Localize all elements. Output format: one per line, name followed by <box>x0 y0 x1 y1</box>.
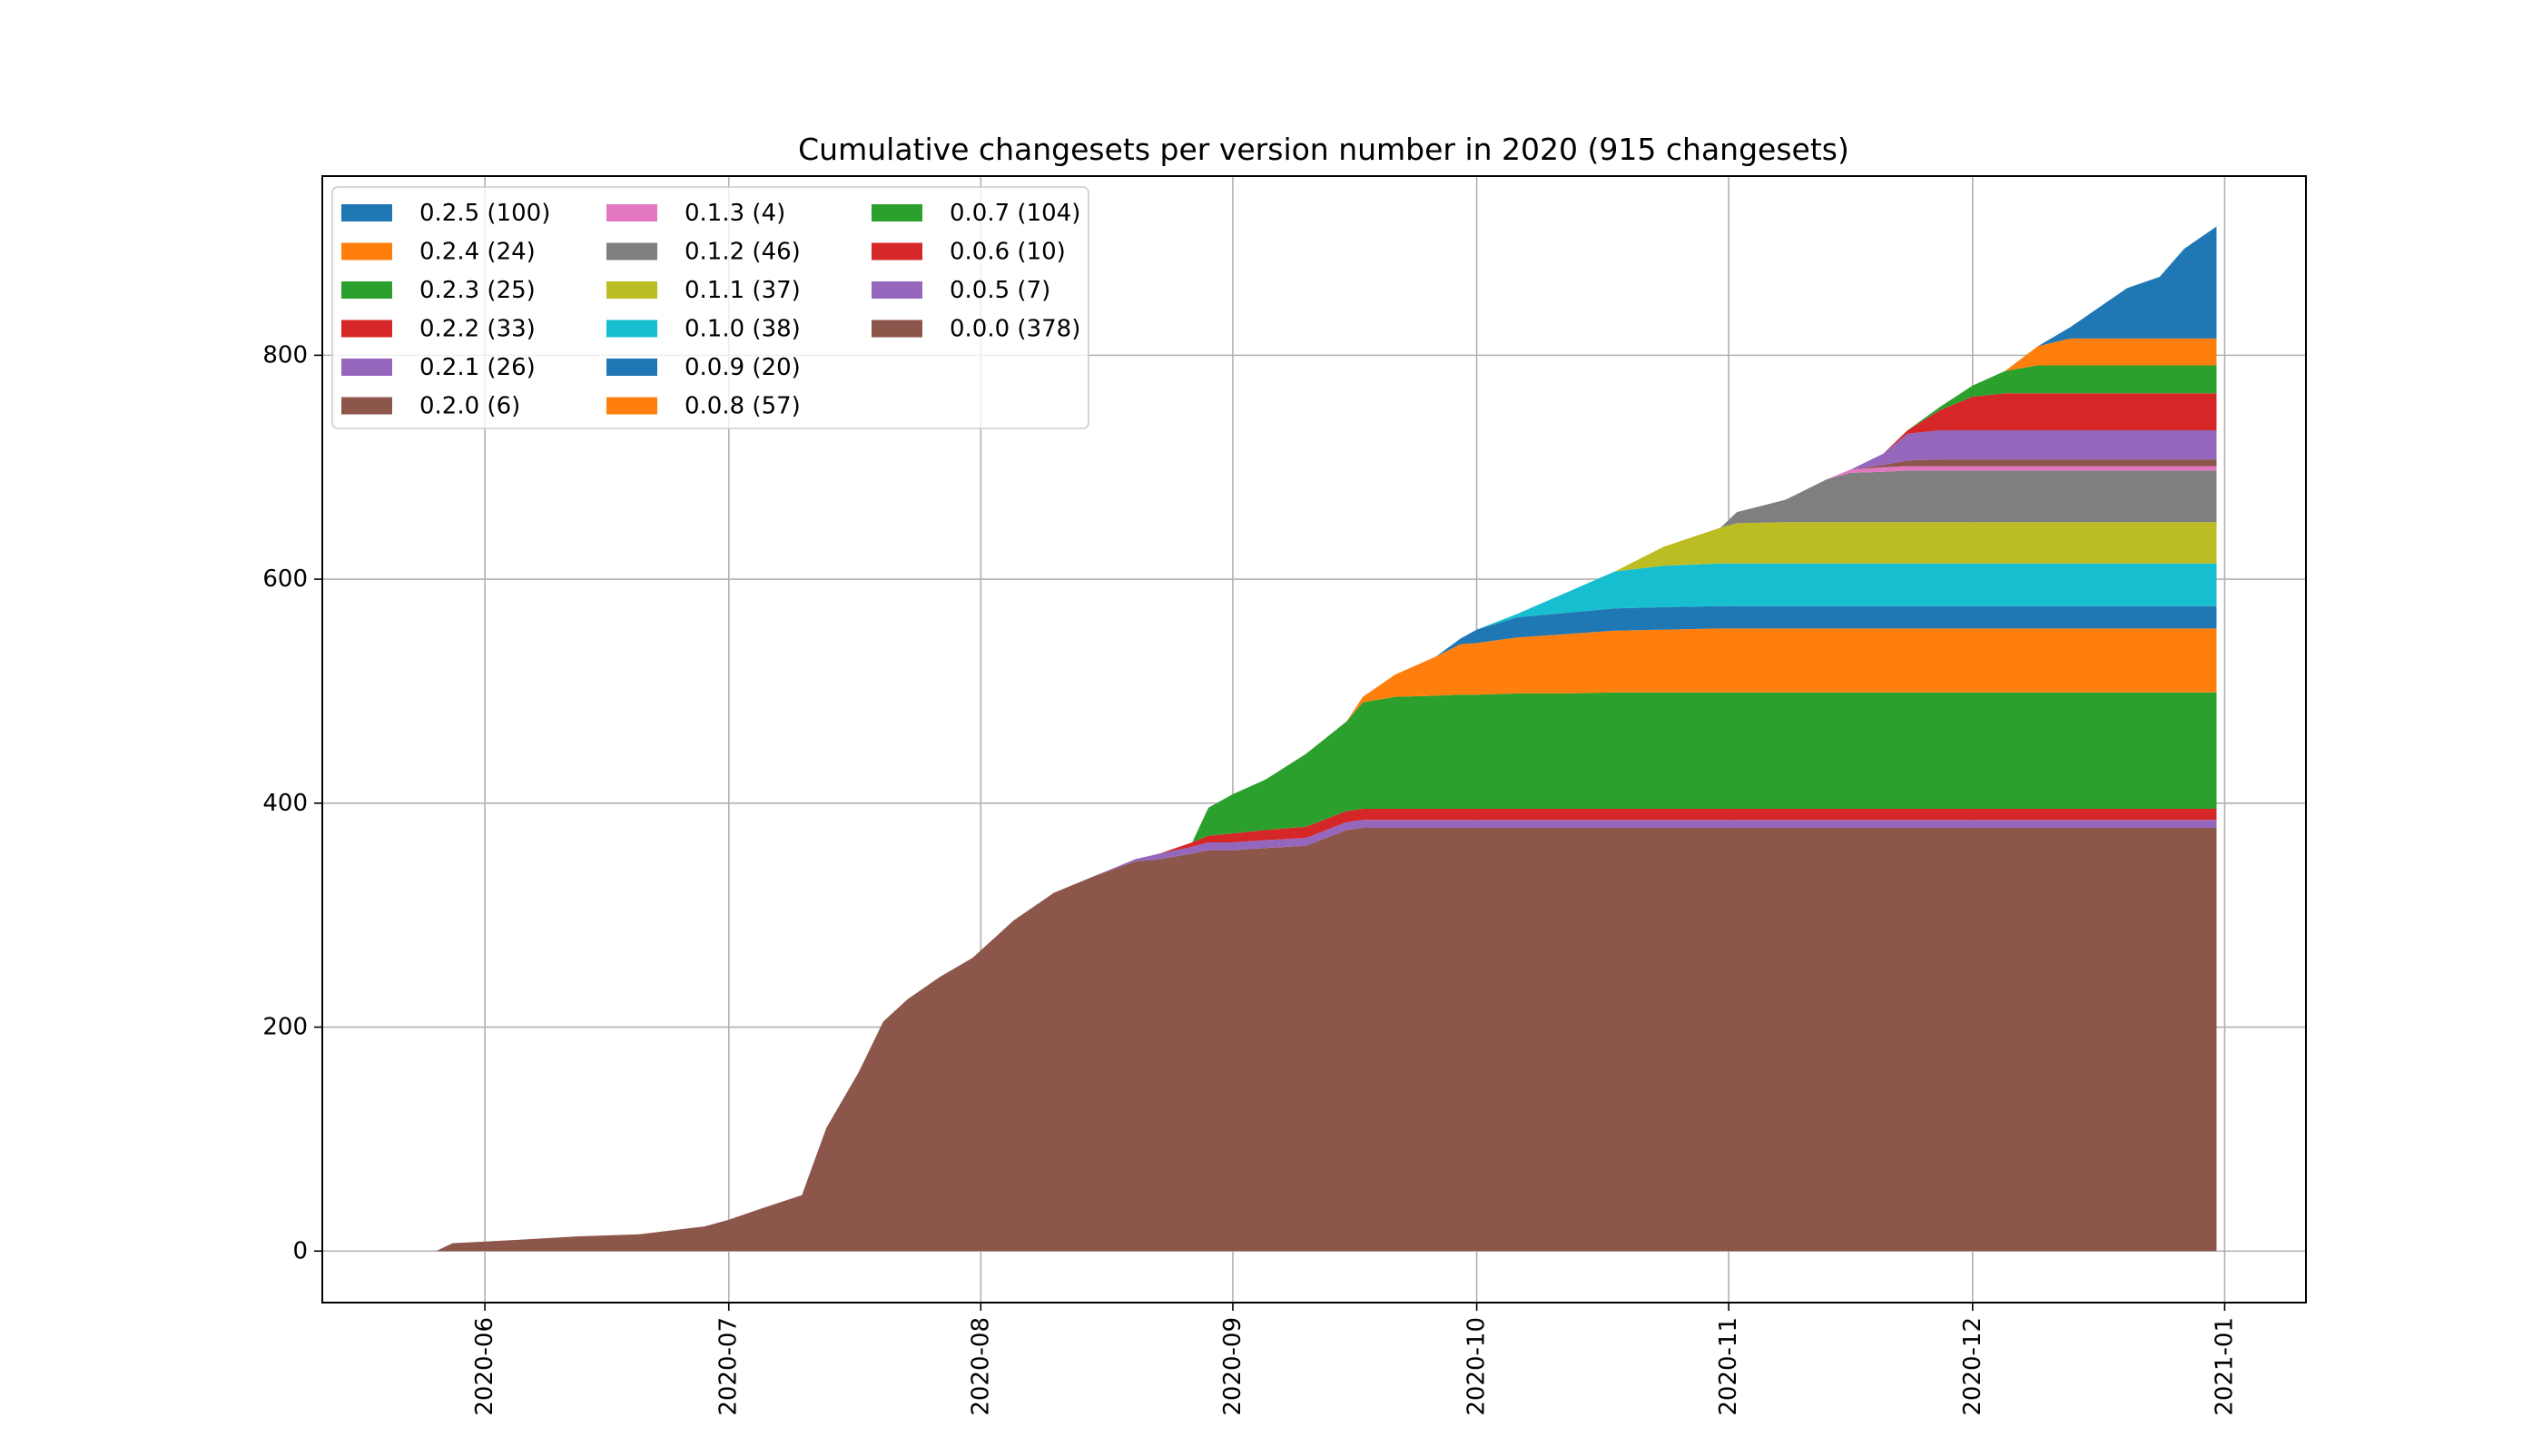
y-tick-label: 600 <box>262 566 308 593</box>
legend-swatch-0-0-7-104 <box>872 204 922 221</box>
legend-label-0-1-1-37: 0.1.1 (37) <box>685 277 801 304</box>
legend-swatch-0-2-2-33 <box>341 320 392 338</box>
area-series <box>436 226 2217 1252</box>
area-series-0-0-7-104 <box>436 692 2217 1252</box>
x-tick-label: 2020-10 <box>1463 1317 1491 1416</box>
legend-label-0-1-0-38: 0.1.0 (38) <box>685 316 801 343</box>
area-series-0-0-0-378 <box>436 828 2217 1252</box>
x-tick-label: 2021-01 <box>2211 1317 2238 1416</box>
legend-swatch-0-1-0-38 <box>606 320 657 338</box>
legend-label-0-2-0-6: 0.2.0 (6) <box>419 393 520 420</box>
legend-swatch-0-2-0-6 <box>341 397 392 415</box>
x-tick-label: 2020-07 <box>715 1317 743 1416</box>
legend-label-0-2-1-26: 0.2.1 (26) <box>419 354 536 381</box>
legend-swatch-0-1-3-4 <box>606 204 657 221</box>
y-tick-label: 200 <box>262 1014 308 1041</box>
legend-swatch-0-2-4-24 <box>341 242 392 261</box>
legend: 0.2.5 (100) 0.2.4 (24) 0.2.3 (25) 0.2.2 (33… <box>331 186 1089 429</box>
legend-label-0-0-0-378: 0.0.0 (378) <box>950 316 1080 343</box>
legend-label-0-0-9-20: 0.0.9 (20) <box>685 354 801 381</box>
legend-label-0-2-4-24: 0.2.4 (24) <box>419 239 536 266</box>
legend-label-0-0-6-10: 0.0.6 (10) <box>950 239 1066 266</box>
legend-label-0-1-3-4: 0.1.3 (4) <box>685 200 785 227</box>
x-tick-label: 2020-12 <box>1959 1317 1986 1416</box>
legend-swatch-0-0-5-7 <box>872 281 922 299</box>
legend-swatch-0-2-5-100 <box>341 204 392 221</box>
chart-title: Cumulative changesets per version number… <box>798 132 1849 167</box>
legend-label-0-2-2-33: 0.2.2 (33) <box>419 316 536 343</box>
legend-label-0-0-7-104: 0.0.7 (104) <box>950 200 1080 227</box>
legend-label-0-0-8-57: 0.0.8 (57) <box>685 393 801 420</box>
y-tick-label: 0 <box>292 1237 308 1264</box>
y-tick-label: 400 <box>262 790 308 817</box>
x-tick-label: 2020-11 <box>1715 1317 1742 1416</box>
legend-label-0-1-2-46: 0.1.2 (46) <box>685 239 801 266</box>
legend-swatch-0-0-6-10 <box>872 242 922 261</box>
legend-swatch-0-2-1-26 <box>341 359 392 376</box>
x-tick-label: 2020-06 <box>471 1317 498 1416</box>
area-series-0-0-8-57 <box>436 628 2217 1252</box>
legend-swatch-0-0-9-20 <box>606 359 657 376</box>
legend-swatch-0-0-8-57 <box>606 397 657 415</box>
legend-swatch-0-1-2-46 <box>606 242 657 261</box>
x-tick-label: 2020-09 <box>1219 1317 1246 1416</box>
legend-label-0-2-3-25: 0.2.3 (25) <box>419 277 536 304</box>
y-tick-label: 800 <box>262 341 308 369</box>
legend-swatch-0-0-0-378 <box>872 320 922 338</box>
legend-swatch-0-2-3-25 <box>341 281 392 299</box>
legend-label-0-0-5-7: 0.0.5 (7) <box>950 277 1050 304</box>
plot-frame <box>321 175 2307 1304</box>
axes: 2020-06 2020-07 2020-08 2020-09 2020-10 2020-… <box>262 175 2307 1416</box>
legend-label-0-2-5-100: 0.2.5 (100) <box>419 200 550 227</box>
legend-swatch-0-1-1-37 <box>606 281 657 299</box>
x-tick-label: 2020-08 <box>967 1317 994 1416</box>
